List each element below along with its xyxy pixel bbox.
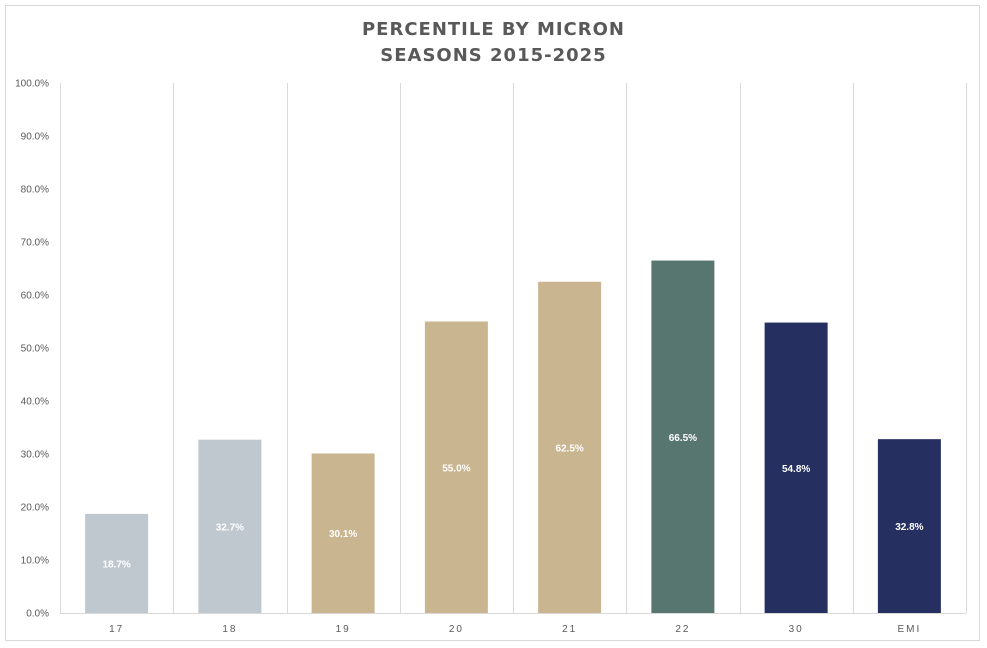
bar	[85, 513, 149, 613]
x-tick-label: 22	[675, 624, 690, 635]
y-tick-label: 20.0%	[21, 503, 49, 514]
bar	[198, 439, 262, 613]
y-tick-label: 0.0%	[26, 609, 49, 620]
y-tick-label: 30.0%	[21, 450, 49, 461]
x-tick-label: 30	[789, 624, 804, 635]
x-tick-label: EMI	[897, 624, 921, 635]
x-tick-label: 17	[109, 624, 124, 635]
x-tick-label: 20	[449, 624, 464, 635]
data-label: 54.8%	[782, 464, 810, 475]
chart-title: PERCENTILE BY MICRON	[361, 19, 625, 40]
y-tick-label: 90.0%	[21, 132, 49, 143]
x-tick-label: 19	[336, 624, 351, 635]
data-label: 30.1%	[329, 529, 357, 540]
chart-subtitle: SEASONS 2015-2025	[380, 45, 607, 66]
x-tick-label: 21	[562, 624, 577, 635]
data-label: 32.7%	[216, 522, 244, 533]
bar	[311, 453, 375, 613]
data-label: 62.5%	[555, 443, 583, 454]
data-label: 66.5%	[669, 433, 697, 444]
y-tick-label: 100.0%	[15, 79, 49, 90]
bar	[651, 260, 715, 613]
y-tick-label: 40.0%	[21, 397, 49, 408]
y-tick-label: 80.0%	[21, 185, 49, 196]
bar	[538, 281, 602, 613]
y-tick-label: 60.0%	[21, 291, 49, 302]
x-tick-label: 18	[222, 624, 237, 635]
data-label: 55.0%	[442, 463, 470, 474]
y-tick-label: 70.0%	[21, 238, 49, 249]
data-label: 18.7%	[102, 559, 130, 570]
y-tick-label: 50.0%	[21, 344, 49, 355]
data-label: 32.8%	[895, 522, 923, 533]
y-tick-label: 10.0%	[21, 556, 49, 567]
bar	[764, 322, 828, 613]
bar	[877, 439, 941, 613]
bar	[424, 321, 488, 613]
